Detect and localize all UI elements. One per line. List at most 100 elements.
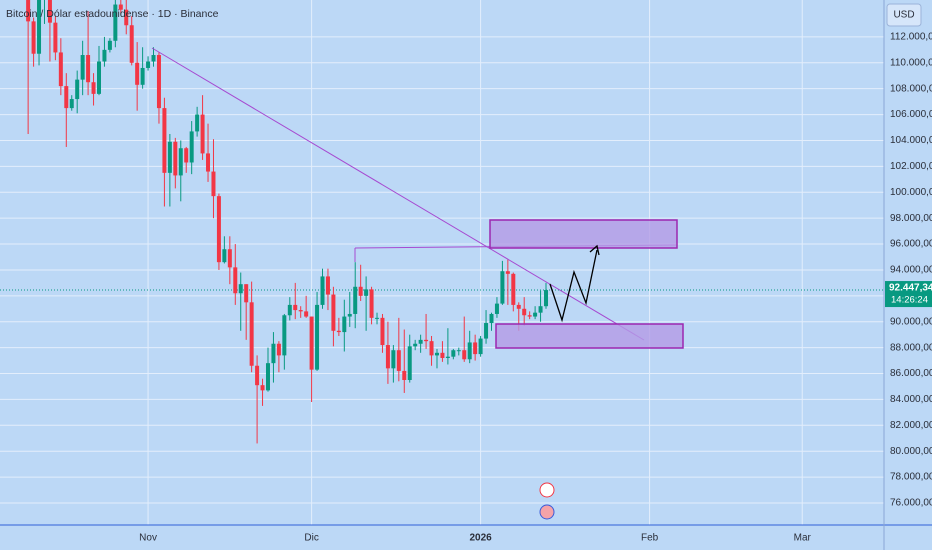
candle-body <box>451 350 456 357</box>
candle-body <box>151 55 156 62</box>
candle-body <box>418 339 423 344</box>
candle-body <box>102 49 107 62</box>
support-zone <box>495 323 684 349</box>
candle-body <box>113 4 118 41</box>
y-tick-label: 90.000,00 <box>890 316 932 327</box>
candle-body <box>282 315 287 356</box>
candle-body <box>195 114 200 132</box>
event-icon[interactable] <box>539 482 555 498</box>
candle-body <box>244 284 249 303</box>
candle-body <box>96 61 101 94</box>
currency-label[interactable]: USD <box>893 10 914 21</box>
candle-body <box>538 306 543 313</box>
candle-body <box>385 345 390 369</box>
candle-body <box>53 22 58 53</box>
candle-body <box>315 304 320 370</box>
candle-body <box>293 304 298 311</box>
candle-body <box>527 315 532 317</box>
candle-body <box>146 61 151 68</box>
candle-body <box>222 249 227 263</box>
candle-body <box>255 365 260 386</box>
resistance-zone <box>489 219 678 249</box>
candle-body <box>440 352 445 358</box>
candle-body <box>64 86 69 109</box>
candle-body <box>238 284 243 294</box>
candles <box>26 0 549 444</box>
drawings <box>151 47 684 520</box>
candle-body <box>47 0 52 23</box>
candle-body <box>86 55 91 83</box>
candle-body <box>445 356 450 358</box>
candle-body <box>342 316 347 333</box>
y-tick-label: 112.000,00 <box>890 32 932 43</box>
y-tick-label: 84.000,00 <box>890 394 932 405</box>
candle-body <box>260 385 265 391</box>
candle-body <box>184 148 189 163</box>
y-tick-label: 102.000,00 <box>890 161 932 172</box>
candle-body <box>544 290 549 307</box>
candle-body <box>407 346 412 380</box>
candle-body <box>118 4 123 10</box>
candle-body <box>69 99 74 109</box>
candle-body <box>413 343 418 347</box>
y-tick-label: 100.000,00 <box>890 187 932 198</box>
candle-body <box>135 62 140 85</box>
candle-body <box>456 350 461 352</box>
candle-body <box>500 271 505 304</box>
candle-body <box>533 312 538 317</box>
y-tick-label: 86.000,00 <box>890 368 932 379</box>
y-tick-label: 108.000,00 <box>890 83 932 94</box>
candle-body <box>37 0 42 54</box>
candle-body <box>347 313 352 317</box>
candle-body <box>298 310 303 312</box>
candle-body <box>325 276 330 295</box>
candle-body <box>178 148 183 176</box>
candle-body <box>91 82 96 94</box>
candle-body <box>276 343 281 356</box>
candle-body <box>287 304 292 316</box>
candle-body <box>233 267 238 294</box>
candle-body <box>358 286 363 296</box>
axes: 76.000,00 78.000,00 80.000,00 82.000,00 84.0… <box>139 32 932 544</box>
candle-body <box>80 55 85 80</box>
candle-body <box>375 317 380 319</box>
countdown-label: 14:26:24 <box>891 295 928 306</box>
candle-body <box>129 25 134 63</box>
y-tick-label: 98.000,00 <box>890 213 932 224</box>
candle-body <box>271 343 276 364</box>
candle-body <box>249 302 254 366</box>
x-tick-label: 2026 <box>469 533 492 544</box>
y-tick-label: 96.000,00 <box>890 239 932 250</box>
trend-line <box>151 47 645 341</box>
candle-body <box>167 141 172 173</box>
candle-body <box>140 67 145 85</box>
candle-body <box>189 131 194 163</box>
currency-button[interactable] <box>886 3 922 27</box>
candle-body <box>206 153 211 172</box>
candle-body <box>380 317 385 346</box>
y-tick-label: 104.000,00 <box>890 135 932 146</box>
x-tick-label: Dic <box>304 533 318 544</box>
candle-body <box>265 363 270 391</box>
candle-body <box>516 304 521 309</box>
candle-body <box>216 196 221 263</box>
event-flag[interactable] <box>539 504 555 520</box>
candle-body <box>162 108 167 173</box>
last-price-badge <box>885 281 932 308</box>
candle-body <box>353 286 358 314</box>
candle-body <box>429 341 434 356</box>
candle-body <box>478 338 483 355</box>
candle-body <box>462 350 467 360</box>
candle-body <box>124 9 129 26</box>
y-tick-label: 88.000,00 <box>890 342 932 353</box>
x-tick-label: Nov <box>139 533 157 544</box>
projection-arrow <box>589 244 600 256</box>
y-tick-label: 80.000,00 <box>890 446 932 457</box>
candle-body <box>304 311 309 317</box>
y-tick-label: 106.000,00 <box>890 109 932 120</box>
projection-path <box>549 249 598 323</box>
grid <box>0 0 884 525</box>
candle-body <box>402 370 407 380</box>
x-tick-label: Feb <box>641 533 659 544</box>
